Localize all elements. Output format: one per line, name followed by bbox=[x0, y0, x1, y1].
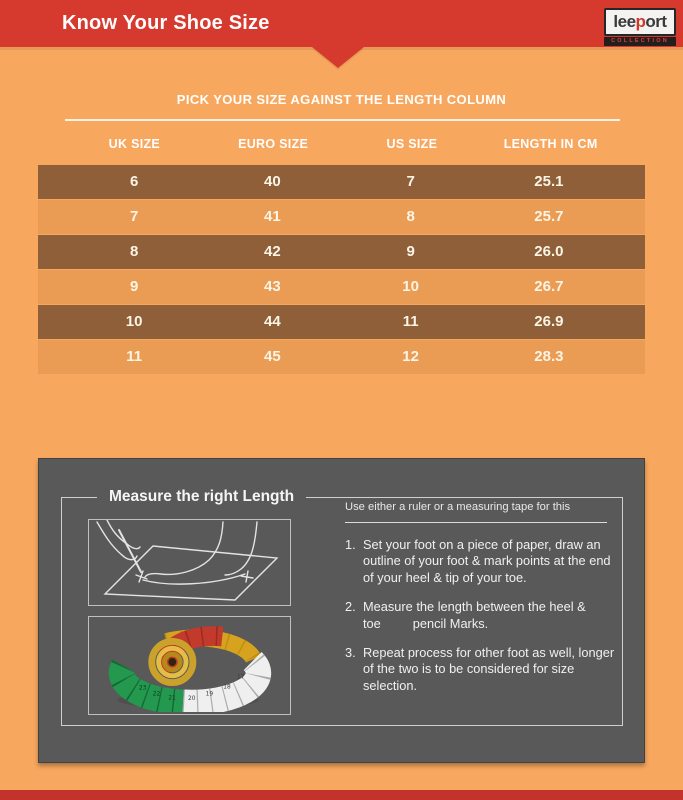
step-text: Repeat process for other foot as well, l… bbox=[363, 644, 618, 693]
cell-length: 25.1 bbox=[534, 173, 564, 190]
instruction-step-3: 3. Repeat process for other foot as well… bbox=[345, 645, 623, 694]
table-row: 6 40 7 25.1 bbox=[38, 165, 645, 199]
brand-logo: leeport COLLECTION bbox=[604, 8, 676, 46]
cell-length: 25.7 bbox=[534, 208, 564, 225]
size-table: 6 40 7 25.1 7 41 8 25.7 8 42 9 26.0 9 43… bbox=[38, 165, 645, 375]
step-number: 2. bbox=[345, 599, 356, 615]
svg-text:20: 20 bbox=[188, 696, 196, 702]
brand-logo-wordmark: leeport bbox=[604, 8, 676, 36]
cell-euro: 45 bbox=[264, 348, 281, 365]
cell-length: 26.9 bbox=[534, 313, 564, 330]
table-row: 11 45 12 28.3 bbox=[38, 340, 645, 374]
svg-text:18: 18 bbox=[223, 684, 231, 690]
column-header-euro-size: EURO SIZE bbox=[238, 137, 309, 151]
measuring-tape-icon: 23 22 21 20 19 18 17 bbox=[108, 626, 272, 712]
cell-euro: 41 bbox=[264, 208, 281, 225]
cell-uk: 10 bbox=[125, 313, 143, 330]
cell-euro: 44 bbox=[264, 313, 281, 330]
svg-text:17: 17 bbox=[237, 675, 245, 681]
table-row: 8 42 9 26.0 bbox=[38, 235, 645, 269]
table-row: 10 44 11 26.9 bbox=[38, 305, 645, 339]
column-header-uk-size: UK SIZE bbox=[108, 137, 161, 151]
brand-logo-subtext: COLLECTION bbox=[604, 37, 676, 46]
cell-uk: 7 bbox=[129, 208, 139, 225]
header-banner: Know Your Shoe Size leeport COLLECTION bbox=[0, 0, 683, 47]
svg-text:23: 23 bbox=[139, 685, 147, 691]
page-title: Know Your Shoe Size bbox=[62, 12, 270, 34]
table-row: 9 43 10 26.7 bbox=[38, 270, 645, 304]
column-header-length-cm: LENGTH IN CM bbox=[503, 137, 598, 151]
cell-length: 28.3 bbox=[534, 348, 564, 365]
step-text: Measure the length between the heel & to… bbox=[363, 599, 586, 631]
step-text: Set your foot on a piece of paper, draw … bbox=[363, 537, 615, 585]
cell-us: 10 bbox=[402, 278, 419, 295]
instruction-steps: 1. Set your foot on a piece of paper, dr… bbox=[345, 537, 623, 694]
cell-uk: 8 bbox=[129, 243, 139, 260]
step-number: 1. bbox=[345, 537, 356, 552]
size-chart-heading: PICK YOUR SIZE AGAINST THE LENGTH COLUMN bbox=[176, 92, 507, 107]
logo-text-prefix: lee bbox=[613, 12, 636, 31]
svg-text:21: 21 bbox=[168, 695, 176, 701]
measure-length-panel: Measure the right Length bbox=[38, 458, 645, 763]
instruction-step-2: 2. Measure the length between the heel &… bbox=[345, 599, 623, 632]
cell-uk: 9 bbox=[129, 278, 139, 295]
cell-us: 8 bbox=[406, 208, 415, 225]
measuring-tape-illustration-box: 23 22 21 20 19 18 17 bbox=[88, 616, 291, 715]
cell-uk: 6 bbox=[129, 173, 139, 190]
panel-inner-frame bbox=[61, 497, 623, 726]
instructions-column: Use either a ruler or a measuring tape f… bbox=[345, 501, 623, 707]
logo-text-suffix: ort bbox=[645, 12, 667, 31]
step-number: 3. bbox=[345, 644, 356, 660]
cell-us: 9 bbox=[406, 243, 415, 260]
cell-length: 26.0 bbox=[534, 243, 564, 260]
cell-us: 12 bbox=[402, 348, 419, 365]
svg-text:22: 22 bbox=[153, 691, 161, 697]
cell-euro: 43 bbox=[264, 278, 281, 295]
table-column-headers: UK SIZE EURO SIZE US SIZE LENGTH IN CM bbox=[65, 137, 620, 151]
panel-title: Measure the right Length bbox=[97, 488, 307, 506]
footer-red-strip bbox=[0, 790, 683, 800]
cell-euro: 42 bbox=[264, 243, 281, 260]
cell-uk: 11 bbox=[126, 348, 143, 365]
cell-length: 26.7 bbox=[534, 278, 564, 295]
svg-text:19: 19 bbox=[206, 691, 214, 697]
cell-us: 7 bbox=[406, 173, 415, 190]
foot-tracing-icon bbox=[96, 520, 279, 601]
banner-pointer-triangle bbox=[312, 47, 364, 68]
instruction-step-1: 1. Set your foot on a piece of paper, dr… bbox=[345, 537, 623, 586]
foot-tracing-illustration-box bbox=[88, 519, 291, 606]
instructions-subtitle: Use either a ruler or a measuring tape f… bbox=[345, 501, 571, 513]
cell-euro: 40 bbox=[264, 173, 281, 190]
table-row: 7 41 8 25.7 bbox=[38, 200, 645, 234]
column-header-us-size: US SIZE bbox=[386, 137, 438, 151]
cell-us: 11 bbox=[402, 313, 419, 330]
subtitle-underline bbox=[345, 522, 607, 523]
logo-text-accent: p bbox=[635, 12, 646, 31]
heading-underline bbox=[65, 119, 620, 121]
